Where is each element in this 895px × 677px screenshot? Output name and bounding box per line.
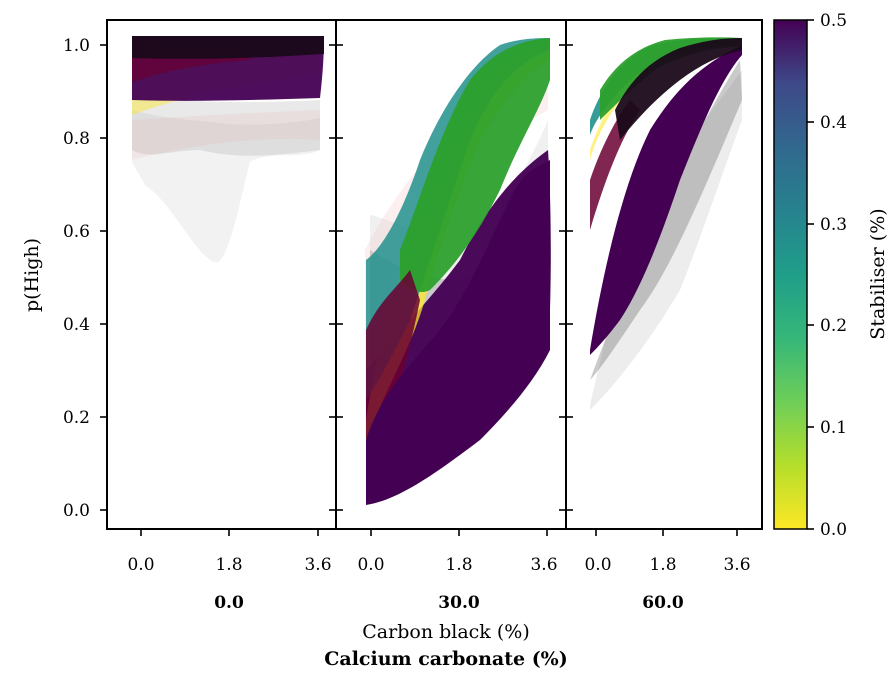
band-green (600, 37, 742, 120)
colorbar-label: Stabiliser (%) (867, 208, 889, 339)
colorbar-tick-label: 0.1 (820, 418, 847, 438)
x-tick-label: 3.6 (723, 555, 750, 575)
x-tick-label: 0.0 (584, 555, 611, 575)
y-ticks (100, 44, 573, 511)
panel-frame (565, 19, 763, 530)
y-tick-label: 0.6 (63, 222, 90, 242)
colorbar-tick-label: 0.4 (820, 113, 847, 133)
panel-title: 0.0 (214, 593, 244, 613)
x-tick-label: 1.8 (649, 555, 676, 575)
x-tick-label: 1.8 (215, 555, 242, 575)
x-tick-label: 3.6 (530, 555, 557, 575)
panel-caco3-60 (565, 19, 763, 530)
colorbar: 0.0 0.1 0.2 0.3 0.4 0.5 Stabiliser (%) (773, 11, 889, 540)
uncertainty-cloud (132, 110, 320, 263)
band-black (615, 38, 742, 140)
colorbar-tick-label: 0.3 (820, 215, 847, 235)
band-black (132, 36, 324, 59)
x-tick-label: 1.8 (445, 555, 472, 575)
y-tick-label: 1.0 (63, 36, 90, 56)
y-tick-label: 0.2 (63, 408, 90, 428)
x-tick-labels: 0.0 1.8 3.6 0.0 1.8 3.6 0.0 1.8 3.6 (127, 555, 750, 575)
x-ticks (140, 529, 738, 536)
y-tick-label: 0.8 (63, 129, 90, 149)
y-tick-label: 0.4 (63, 315, 90, 335)
colorbar-tick-label: 0.2 (820, 316, 847, 336)
uncertainty-cloud (590, 70, 742, 410)
facet-axis-label: Calcium carbonate (%) (324, 648, 567, 670)
x-tick-label: 3.6 (304, 555, 331, 575)
band-purple (590, 45, 742, 355)
colorbar-tick-label: 0.0 (820, 520, 847, 540)
panel-caco3-30 (335, 19, 567, 530)
y-axis-label: p(High) (21, 238, 43, 312)
panel-caco3-0 (106, 19, 337, 530)
y-tick-labels: 0.0 0.2 0.4 0.6 0.8 1.0 (63, 36, 90, 521)
y-tick-label: 0.0 (63, 501, 90, 521)
uncertainty-cloud (132, 95, 320, 156)
x-tick-label: 0.0 (357, 555, 384, 575)
x-axis-label: Carbon black (%) (362, 621, 529, 643)
uncertainty-cloud (132, 110, 320, 160)
colorbar-gradient (773, 19, 808, 530)
colorbar-tick-label: 0.5 (820, 11, 847, 31)
panel-title: 60.0 (642, 593, 684, 613)
x-tick-label: 0.0 (127, 555, 154, 575)
band-green (400, 38, 550, 292)
band-purple (366, 160, 550, 505)
panel-title: 30.0 (438, 593, 480, 613)
